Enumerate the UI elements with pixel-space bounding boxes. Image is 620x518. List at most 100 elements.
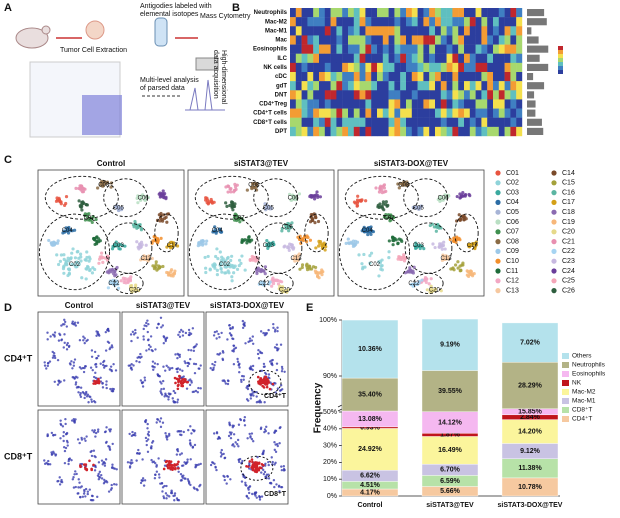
legend-dot: [495, 249, 500, 254]
panel-label: A: [4, 2, 12, 14]
marker-dot: [257, 376, 260, 379]
heatmap-cell: [354, 118, 360, 127]
cell-dot: [102, 386, 104, 388]
heatmap-cell: [476, 45, 482, 54]
cell-dot: [97, 431, 99, 433]
cell-dot: [67, 444, 69, 446]
heatmap-cell: [360, 99, 366, 108]
cell-dot: [230, 437, 232, 439]
cell-dot: [310, 217, 313, 220]
cell-dot: [236, 268, 239, 271]
heatmap-cell: [302, 8, 308, 17]
cell-dot: [174, 353, 176, 355]
cell-dot: [63, 446, 65, 448]
cell-dot: [214, 361, 216, 363]
cell-dot: [98, 461, 100, 463]
cell-dot: [156, 421, 158, 423]
heatmap-cell: [464, 109, 470, 118]
cell-dot: [63, 319, 65, 321]
cell-dot: [280, 280, 283, 283]
cell-dot: [181, 479, 183, 481]
heatmap-cell: [400, 99, 406, 108]
cell-dot: [314, 266, 317, 269]
cell-dot: [247, 399, 249, 401]
heatmap-cell: [458, 127, 464, 136]
value-label: 13.08%: [358, 416, 383, 423]
heatmap-cell: [371, 54, 377, 63]
legend-label: C18: [562, 209, 575, 216]
heatmap-cell: [487, 127, 493, 136]
heatmap-cell: [371, 35, 377, 44]
cell-dot: [140, 479, 142, 481]
cell-dot: [59, 476, 61, 478]
heatmap-cell: [412, 81, 418, 90]
cell-dot: [135, 459, 137, 461]
cell-dot: [276, 369, 278, 371]
cell-dot: [54, 434, 56, 436]
heatmap-cell: [435, 45, 441, 54]
cell-dot: [224, 479, 226, 481]
heatmap-cell: [505, 35, 511, 44]
heatmap-cell: [418, 90, 424, 99]
heatmap-cell: [418, 81, 424, 90]
heatmap-cell: [406, 54, 412, 63]
cell-dot: [91, 271, 94, 274]
cell-dot: [79, 496, 81, 498]
heatmap-cell: [505, 45, 511, 54]
cell-dot: [71, 367, 73, 369]
heatmap-cell: [487, 81, 493, 90]
heatmap-cell: [331, 63, 337, 72]
heatmap-cell: [336, 99, 342, 108]
heatmap-cell: [458, 81, 464, 90]
heatmap-cell: [371, 118, 377, 127]
heatmap-cell: [429, 63, 435, 72]
color-key: [558, 58, 563, 62]
cell-dot: [66, 432, 68, 434]
heatmap-cell: [389, 54, 395, 63]
cell-dot: [109, 368, 111, 370]
heatmap-cell: [319, 109, 325, 118]
heatmap-cell: [464, 127, 470, 136]
cluster-label: C07: [234, 215, 246, 221]
heatmap-cell: [383, 8, 389, 17]
cell-dot: [49, 360, 51, 362]
heatmap-cell: [325, 8, 331, 17]
heatmap-cell: [429, 35, 435, 44]
cell-dot: [63, 346, 65, 348]
cell-dot: [193, 486, 195, 488]
heatmap-cell: [458, 99, 464, 108]
side-bar: [527, 64, 548, 71]
cell-dot: [84, 495, 86, 497]
cell-dot: [239, 262, 242, 265]
heatmap-cell: [493, 118, 499, 127]
cell-dot: [104, 462, 106, 464]
heatmap-cell: [394, 26, 400, 35]
cell-dot: [144, 376, 146, 378]
cell-dot: [77, 438, 79, 440]
heatmap-cell: [435, 127, 441, 136]
heatmap-cell: [331, 118, 337, 127]
cluster-label: C13: [441, 256, 453, 262]
heatmap-cell: [510, 81, 516, 90]
cell-dot: [259, 498, 261, 500]
heatmap-cell: [307, 26, 313, 35]
heatmap-cell: [441, 109, 447, 118]
cell-dot: [177, 334, 179, 336]
cell-dot: [310, 196, 313, 199]
heatmap-cell: [342, 17, 348, 26]
heatmap-cell: [423, 63, 429, 72]
cell-dot: [73, 365, 75, 367]
cell-dot: [308, 267, 311, 270]
heatmap-cell: [429, 72, 435, 81]
cell-dot: [157, 323, 159, 325]
heatmap-cell: [423, 127, 429, 136]
cell-dot: [43, 459, 45, 461]
cell-dot: [213, 364, 215, 366]
cell-dot: [238, 461, 240, 463]
heatmap-cell: [429, 90, 435, 99]
heatmap-cell: [377, 99, 383, 108]
cell-dot: [85, 203, 88, 206]
cell-dot: [164, 197, 167, 200]
heatmap-cell: [510, 90, 516, 99]
heatmap-cell: [481, 17, 487, 26]
